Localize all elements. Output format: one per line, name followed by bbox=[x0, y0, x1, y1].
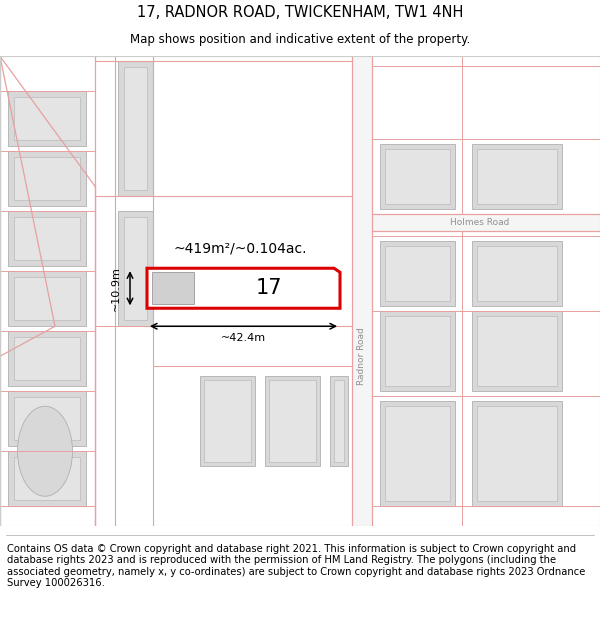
Bar bbox=[380, 241, 455, 306]
Bar bbox=[385, 246, 450, 301]
Text: ~10.9m: ~10.9m bbox=[111, 266, 121, 311]
Bar bbox=[330, 376, 348, 466]
Text: Holmes Road: Holmes Road bbox=[451, 217, 509, 227]
Bar bbox=[124, 68, 147, 190]
Bar bbox=[14, 278, 80, 320]
Bar bbox=[385, 316, 450, 386]
Bar bbox=[477, 149, 557, 204]
Bar bbox=[385, 149, 450, 204]
Bar bbox=[14, 338, 80, 380]
Bar bbox=[380, 144, 455, 209]
Text: ~419m²/~0.104ac.: ~419m²/~0.104ac. bbox=[173, 241, 307, 255]
Bar bbox=[8, 151, 86, 206]
Text: Contains OS data © Crown copyright and database right 2021. This information is : Contains OS data © Crown copyright and d… bbox=[7, 544, 586, 588]
Bar bbox=[472, 311, 562, 391]
Bar bbox=[14, 158, 80, 200]
Bar bbox=[8, 271, 86, 326]
Bar bbox=[472, 241, 562, 306]
Text: Radnor Road: Radnor Road bbox=[358, 328, 367, 385]
Bar bbox=[477, 406, 557, 501]
Polygon shape bbox=[372, 214, 600, 231]
Bar bbox=[472, 401, 562, 506]
Text: ~42.4m: ~42.4m bbox=[221, 333, 266, 343]
Bar bbox=[118, 61, 153, 196]
Bar bbox=[204, 380, 251, 462]
Text: 17, RADNOR ROAD, TWICKENHAM, TW1 4NH: 17, RADNOR ROAD, TWICKENHAM, TW1 4NH bbox=[137, 5, 463, 20]
Bar bbox=[8, 331, 86, 386]
Bar bbox=[8, 91, 86, 146]
Polygon shape bbox=[352, 56, 372, 526]
Bar bbox=[380, 311, 455, 391]
Bar bbox=[8, 211, 86, 266]
Bar bbox=[118, 211, 153, 326]
Bar bbox=[200, 376, 255, 466]
Bar bbox=[477, 316, 557, 386]
Bar bbox=[334, 380, 344, 462]
Text: 17: 17 bbox=[255, 278, 282, 298]
Ellipse shape bbox=[17, 406, 73, 496]
Bar bbox=[265, 376, 320, 466]
Bar bbox=[385, 406, 450, 501]
Bar bbox=[8, 391, 86, 446]
Bar bbox=[380, 401, 455, 506]
Bar bbox=[8, 451, 86, 506]
Bar bbox=[269, 380, 316, 462]
Bar bbox=[14, 458, 80, 500]
Bar bbox=[14, 398, 80, 440]
Bar bbox=[14, 217, 80, 260]
Bar bbox=[14, 98, 80, 140]
Polygon shape bbox=[147, 268, 340, 308]
Bar bbox=[152, 272, 194, 304]
Bar bbox=[124, 217, 147, 320]
Bar bbox=[477, 246, 557, 301]
Text: Map shows position and indicative extent of the property.: Map shows position and indicative extent… bbox=[130, 32, 470, 46]
Bar bbox=[472, 144, 562, 209]
